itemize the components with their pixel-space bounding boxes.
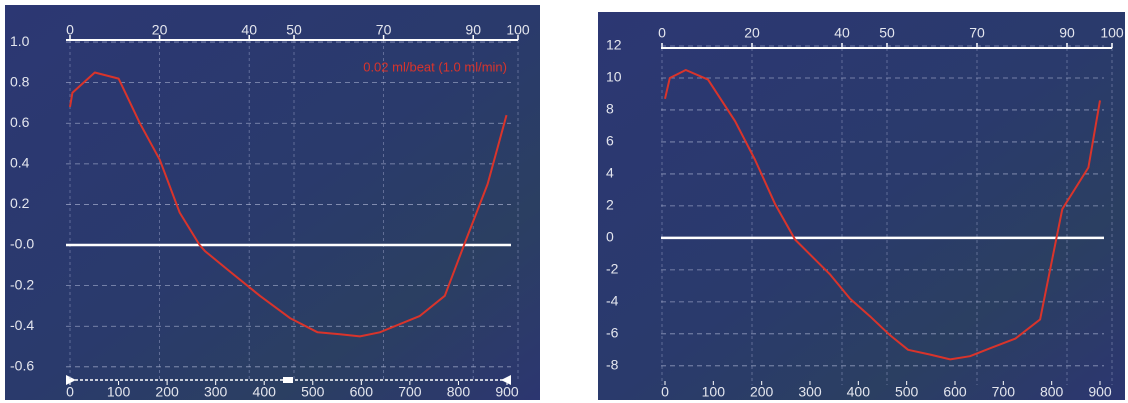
x-tick-label: 100 bbox=[702, 384, 726, 400]
x-tick-label: 200 bbox=[750, 384, 774, 400]
y-tick-label: -2 bbox=[606, 261, 619, 277]
x-tick-label: 600 bbox=[943, 384, 967, 400]
x-tick-label: 700 bbox=[398, 384, 422, 400]
x-tick-label: 900 bbox=[495, 384, 519, 400]
y-tick-label: 0.8 bbox=[10, 73, 30, 89]
top-tick-label: 50 bbox=[286, 22, 302, 38]
x-tick-label: 300 bbox=[798, 384, 822, 400]
top-tick-label: 40 bbox=[834, 25, 850, 41]
x-tick-label: 400 bbox=[253, 384, 277, 400]
x-tick-label: 500 bbox=[301, 384, 325, 400]
annotation: 0.02 ml/beat (1.0 ml/min) bbox=[363, 59, 507, 74]
top-tick-label: 20 bbox=[152, 22, 168, 38]
x-tick-label: 300 bbox=[204, 384, 228, 400]
y-tick-label: 10 bbox=[606, 69, 622, 85]
y-tick-label: 0.2 bbox=[10, 195, 30, 211]
x-tick-label: 0 bbox=[66, 384, 74, 400]
y-tick-label: 0.6 bbox=[10, 114, 30, 130]
top-tick-label: 0 bbox=[66, 22, 74, 38]
top-tick-label: 100 bbox=[1100, 25, 1124, 41]
y-tick-label: 6 bbox=[606, 133, 614, 149]
y-tick-label: 0.4 bbox=[10, 155, 30, 171]
y-tick-label: -0.2 bbox=[10, 276, 34, 292]
y-tick-label: 1.0 bbox=[10, 33, 30, 49]
top-tick-label: 90 bbox=[1059, 25, 1075, 41]
y-tick-label: -0.0 bbox=[10, 236, 34, 252]
top-tick-label: 100 bbox=[506, 22, 530, 38]
data-line bbox=[664, 69, 1101, 361]
y-tick-label: 8 bbox=[606, 101, 614, 117]
y-tick-label: -8 bbox=[606, 357, 619, 373]
x-tick-label: 0 bbox=[661, 384, 669, 400]
top-tick-label: 20 bbox=[744, 25, 760, 41]
top-tick-label: 90 bbox=[465, 22, 481, 38]
x-tick-label: 400 bbox=[847, 384, 871, 400]
slider bbox=[66, 375, 511, 385]
y-tick-label: -4 bbox=[606, 293, 619, 309]
top-tick-label: 50 bbox=[879, 25, 895, 41]
y-tick-label: 12 bbox=[606, 37, 622, 53]
x-tick-label: 700 bbox=[992, 384, 1016, 400]
x-tick-label: 800 bbox=[447, 384, 471, 400]
top-tick-label: 70 bbox=[969, 25, 985, 41]
top-tick-label: 70 bbox=[376, 22, 392, 38]
y-tick-label: 4 bbox=[606, 165, 614, 181]
y-tick-label: -0.4 bbox=[10, 317, 34, 333]
x-tick-label: 600 bbox=[350, 384, 374, 400]
y-tick-label: -6 bbox=[606, 325, 619, 341]
y-tick-label: 0 bbox=[606, 229, 614, 245]
x-tick-label: 100 bbox=[107, 384, 131, 400]
y-tick-label: -0.6 bbox=[10, 358, 34, 374]
top-tick-label: 40 bbox=[241, 22, 257, 38]
x-tick-label: 200 bbox=[155, 384, 179, 400]
x-tick-label: 800 bbox=[1040, 384, 1064, 400]
data-line bbox=[69, 71, 508, 338]
y-tick-label: 2 bbox=[606, 197, 614, 213]
x-tick-label: 900 bbox=[1088, 384, 1112, 400]
panel-background bbox=[5, 5, 540, 400]
x-tick-label: 500 bbox=[895, 384, 919, 400]
top-tick-label: 0 bbox=[658, 25, 666, 41]
